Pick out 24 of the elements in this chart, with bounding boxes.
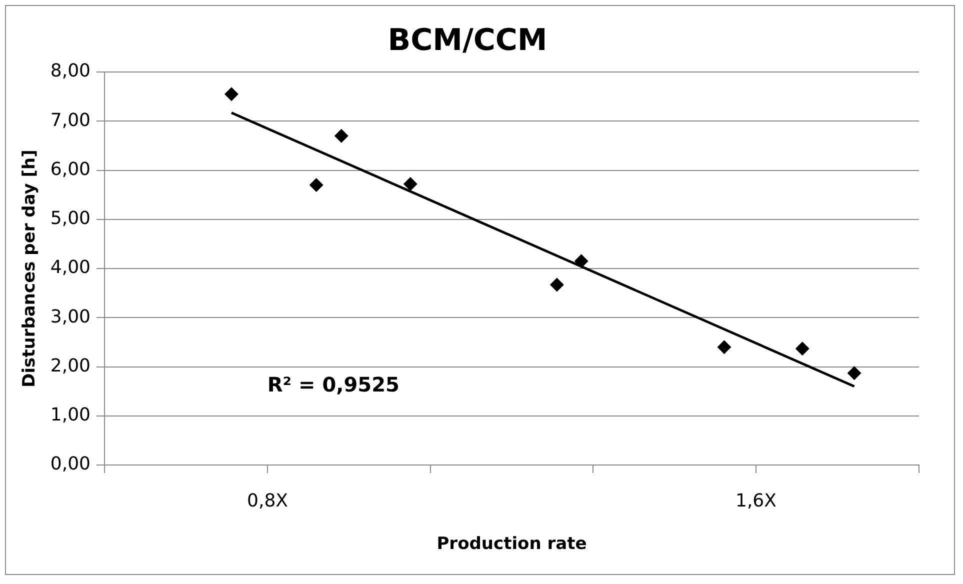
y-tick-label: 8,00 <box>50 60 90 82</box>
point <box>847 366 862 380</box>
point <box>717 340 732 354</box>
y-tick-label: 0,00 <box>50 454 90 475</box>
y-axis-title: Disturbances per day [h] <box>20 150 40 388</box>
y-tick-label: 7,00 <box>50 110 90 131</box>
y-tick-label: 5,00 <box>50 208 90 230</box>
point <box>403 177 418 192</box>
point <box>334 128 348 143</box>
y-tick-label: 3,00 <box>50 306 90 328</box>
chart-title: BCM/CCM <box>388 22 548 58</box>
point <box>574 254 588 268</box>
y-tick-label: 4,00 <box>50 257 90 278</box>
annotation: R² = 0,9525 <box>267 372 400 397</box>
x-tick-label: 1,6X <box>735 490 776 512</box>
y-tick-label: 2,00 <box>50 355 90 376</box>
x-tick-label: 0,8X <box>247 490 288 512</box>
y-tick-label: 6,00 <box>50 158 90 180</box>
point <box>224 87 238 102</box>
point <box>309 178 324 192</box>
y-tick-label: 1,00 <box>50 404 90 426</box>
x-axis-title: Production rate <box>436 534 587 554</box>
point <box>795 342 810 356</box>
point <box>550 278 564 292</box>
